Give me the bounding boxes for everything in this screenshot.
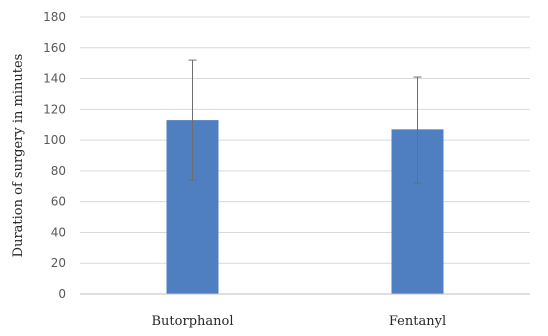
bars: [166, 120, 444, 294]
y-tick-label: 60: [51, 195, 66, 209]
y-axis-ticks: 0 20 40 60 80 100 120 140 160 180: [43, 10, 66, 301]
y-tick-label: 180: [43, 10, 66, 24]
x-axis-categories: Butorphanol Fentanyl: [152, 314, 447, 329]
y-tick-label: 120: [43, 102, 66, 116]
error-bar-butorphanol: [188, 59, 197, 181]
y-tick-label: 160: [43, 41, 66, 55]
error-bar-fentanyl: [413, 76, 422, 184]
y-tick-label: 20: [51, 256, 66, 270]
x-category-label: Butorphanol: [152, 314, 234, 329]
error-bars: [188, 59, 422, 184]
y-tick-label: 40: [51, 225, 66, 239]
y-axis-title: Duration of surgery in minutes: [11, 54, 26, 258]
x-category-label: Fentanyl: [389, 314, 446, 329]
y-tick-label: 80: [51, 164, 66, 178]
y-tick-label: 0: [58, 287, 66, 301]
y-tick-label: 100: [43, 133, 66, 147]
gridlines: [80, 16, 530, 264]
y-tick-label: 140: [43, 72, 66, 86]
